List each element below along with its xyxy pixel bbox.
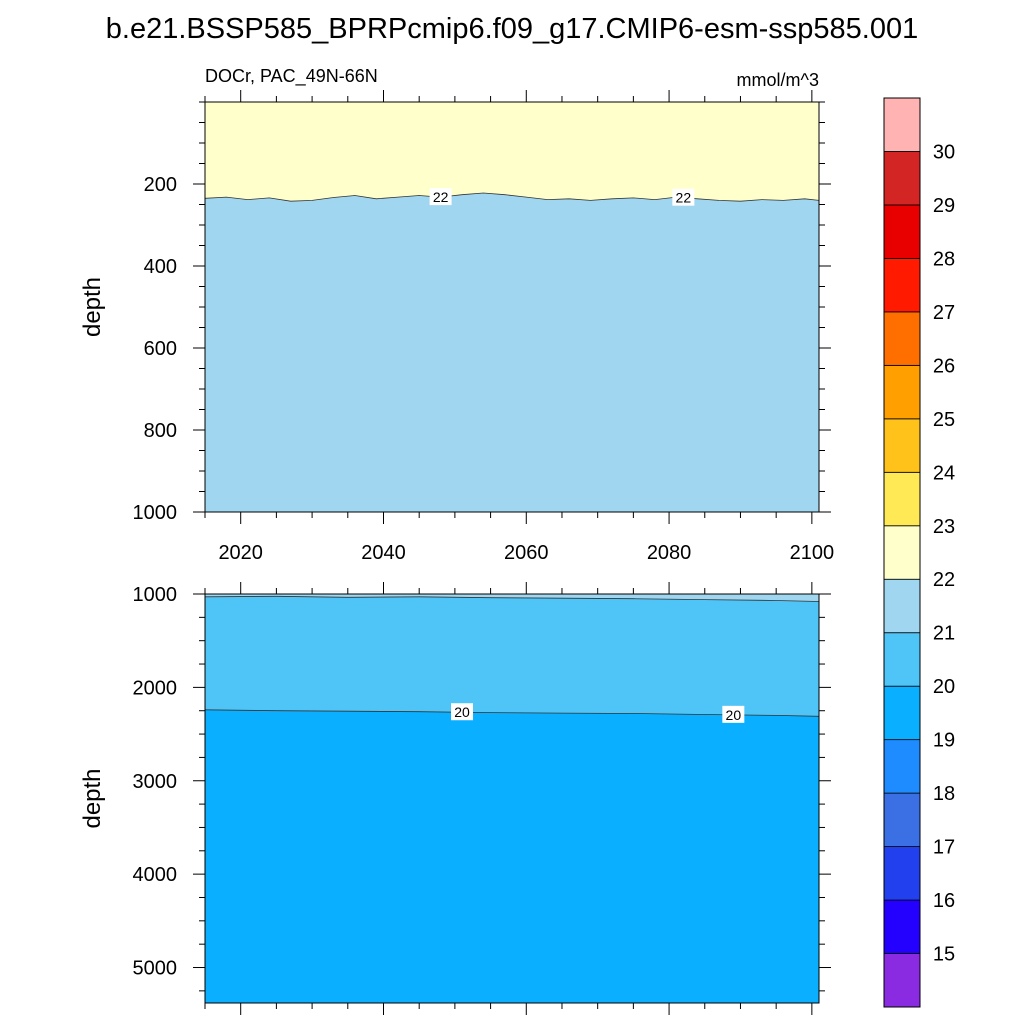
colorbar-swatch (883, 739, 921, 794)
x-tick-label: 2100 (790, 542, 835, 564)
y-tick-label: 5000 (133, 958, 178, 980)
y-axis-label: depth (79, 768, 106, 828)
colorbar-swatch (883, 632, 921, 687)
colorbar-swatch (883, 311, 921, 366)
y-tick-label: 400 (144, 256, 177, 278)
contour-label: 22 (676, 190, 692, 206)
colorbar-swatch (883, 525, 921, 580)
y-tick-label: 4000 (133, 864, 178, 886)
figure-title: b.e21.BSSP585_BPRPcmip6.f09_g17.CMIP6-es… (106, 13, 918, 45)
contour-label-bg (429, 188, 452, 206)
colorbar-swatch (883, 258, 921, 313)
colorbar-swatch (883, 685, 921, 741)
colorbar-frame (883, 97, 921, 1008)
colorbar-swatch (883, 578, 921, 634)
colorbar-swatch (883, 899, 921, 954)
y-tick-label: 600 (144, 338, 177, 360)
colorbar-label: 18 (933, 783, 955, 805)
colorbar-swatch (883, 792, 921, 847)
x-tick-label: 2080 (647, 542, 692, 564)
contour-label: 20 (454, 704, 470, 720)
y-tick-label: 200 (144, 174, 177, 196)
colorbar-swatch (883, 204, 921, 259)
lower-panel: 20 20 1000 2000 3000 4000 5000 depth (79, 582, 831, 1015)
y-tick-label: 1000 (133, 584, 178, 606)
colorbar-label: 26 (933, 355, 955, 377)
colorbar-swatch (883, 418, 921, 473)
colorbar-label: 21 (933, 623, 955, 645)
colorbar-label: 15 (933, 944, 955, 966)
colorbar-label: 16 (933, 890, 955, 912)
colorbar-swatch (883, 846, 921, 901)
plot-frame (204, 593, 820, 1004)
colorbar-label: 22 (933, 569, 955, 591)
contour-label-bg (722, 705, 745, 723)
contour-label: 22 (433, 189, 449, 205)
x-tick-label: 2020 (218, 542, 263, 564)
colorbar-swatch (883, 471, 921, 527)
contour-label: 20 (726, 707, 742, 723)
colorbar-label: 29 (933, 195, 955, 217)
colorbar-swatch (883, 151, 921, 206)
contour-line-21 (204, 595, 820, 602)
colorbar-swatch (883, 364, 921, 420)
y-tick-label: 2000 (133, 677, 178, 699)
colorbar-label: 19 (933, 730, 955, 752)
x-tick-label: 2060 (504, 542, 549, 564)
band-22-23 (205, 102, 819, 202)
colorbar-label: 23 (933, 516, 955, 538)
colorbar: 15 16 17 18 19 20 21 22 23 24 25 26 27 28 29 30 (883, 97, 955, 1008)
colorbar-label: 25 (933, 409, 955, 431)
upper-panel: 22 22 200 400 600 800 1000 depth 2020 2040 2060 208… (79, 90, 834, 564)
colorbar-label: 20 (933, 676, 955, 698)
colorbar-label: 27 (933, 302, 955, 324)
colorbar-label: 17 (933, 837, 955, 859)
colorbar-swatch (883, 97, 921, 152)
variable-label: DOCr, PAC_49N-66N (205, 66, 378, 87)
contour-line-22 (204, 192, 820, 202)
band-20-21 (205, 594, 819, 717)
x-tick-label: 2040 (361, 542, 406, 564)
colorbar-label: 28 (933, 248, 955, 270)
contour-label-bg (672, 188, 695, 206)
colorbar-swatch (883, 953, 921, 1008)
contour-label-bg (451, 703, 474, 721)
y-tick-label: 1000 (133, 502, 178, 524)
y-tick-label: 800 (144, 420, 177, 442)
colorbar-label: 30 (933, 141, 955, 163)
units-label: mmol/m^3 (737, 70, 819, 90)
colorbar-label: 24 (933, 462, 955, 484)
y-axis-label: depth (79, 277, 106, 337)
y-tick-label: 3000 (133, 771, 178, 793)
